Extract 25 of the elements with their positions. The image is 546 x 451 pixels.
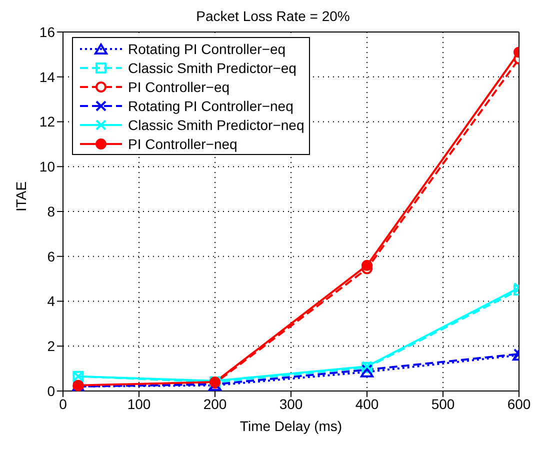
x-tick-label: 500	[431, 396, 455, 412]
x-axis-title: Time Delay (ms)	[240, 418, 342, 434]
x-tick-label: 0	[59, 396, 68, 412]
y-tick-label: 6	[47, 248, 56, 264]
y-tick-label: 12	[39, 114, 56, 130]
chart-title: Packet Loss Rate = 20%	[196, 8, 350, 24]
legend-label: Classic Smith Predictor−eq	[128, 60, 296, 76]
legend-label: Rotating PI Controller−eq	[128, 40, 286, 56]
x-tick-label: 600	[507, 396, 531, 412]
x-tick-label: 100	[127, 396, 151, 412]
y-tick-label: 8	[47, 203, 56, 220]
y-tick-label: 16	[39, 24, 56, 40]
x-tick-label: 200	[203, 396, 227, 412]
x-tick-label: 300	[279, 396, 303, 412]
legend-label: PI Controller−eq	[128, 78, 230, 94]
legend-label: Classic Smith Predictor−neq	[128, 116, 304, 132]
y-tick-label: 14	[39, 68, 56, 85]
y-tick-label: 4	[47, 293, 56, 310]
x-tick-label: 400	[355, 396, 379, 412]
y-axis-title: ITAE	[12, 181, 29, 212]
y-tick-label: 10	[39, 158, 56, 175]
legend-label: Rotating PI Controller−neq	[128, 98, 294, 114]
y-tick-label: 0	[47, 382, 56, 399]
y-tick-label: 2	[47, 338, 56, 354]
legend-label: PI Controller−neq	[128, 136, 238, 152]
